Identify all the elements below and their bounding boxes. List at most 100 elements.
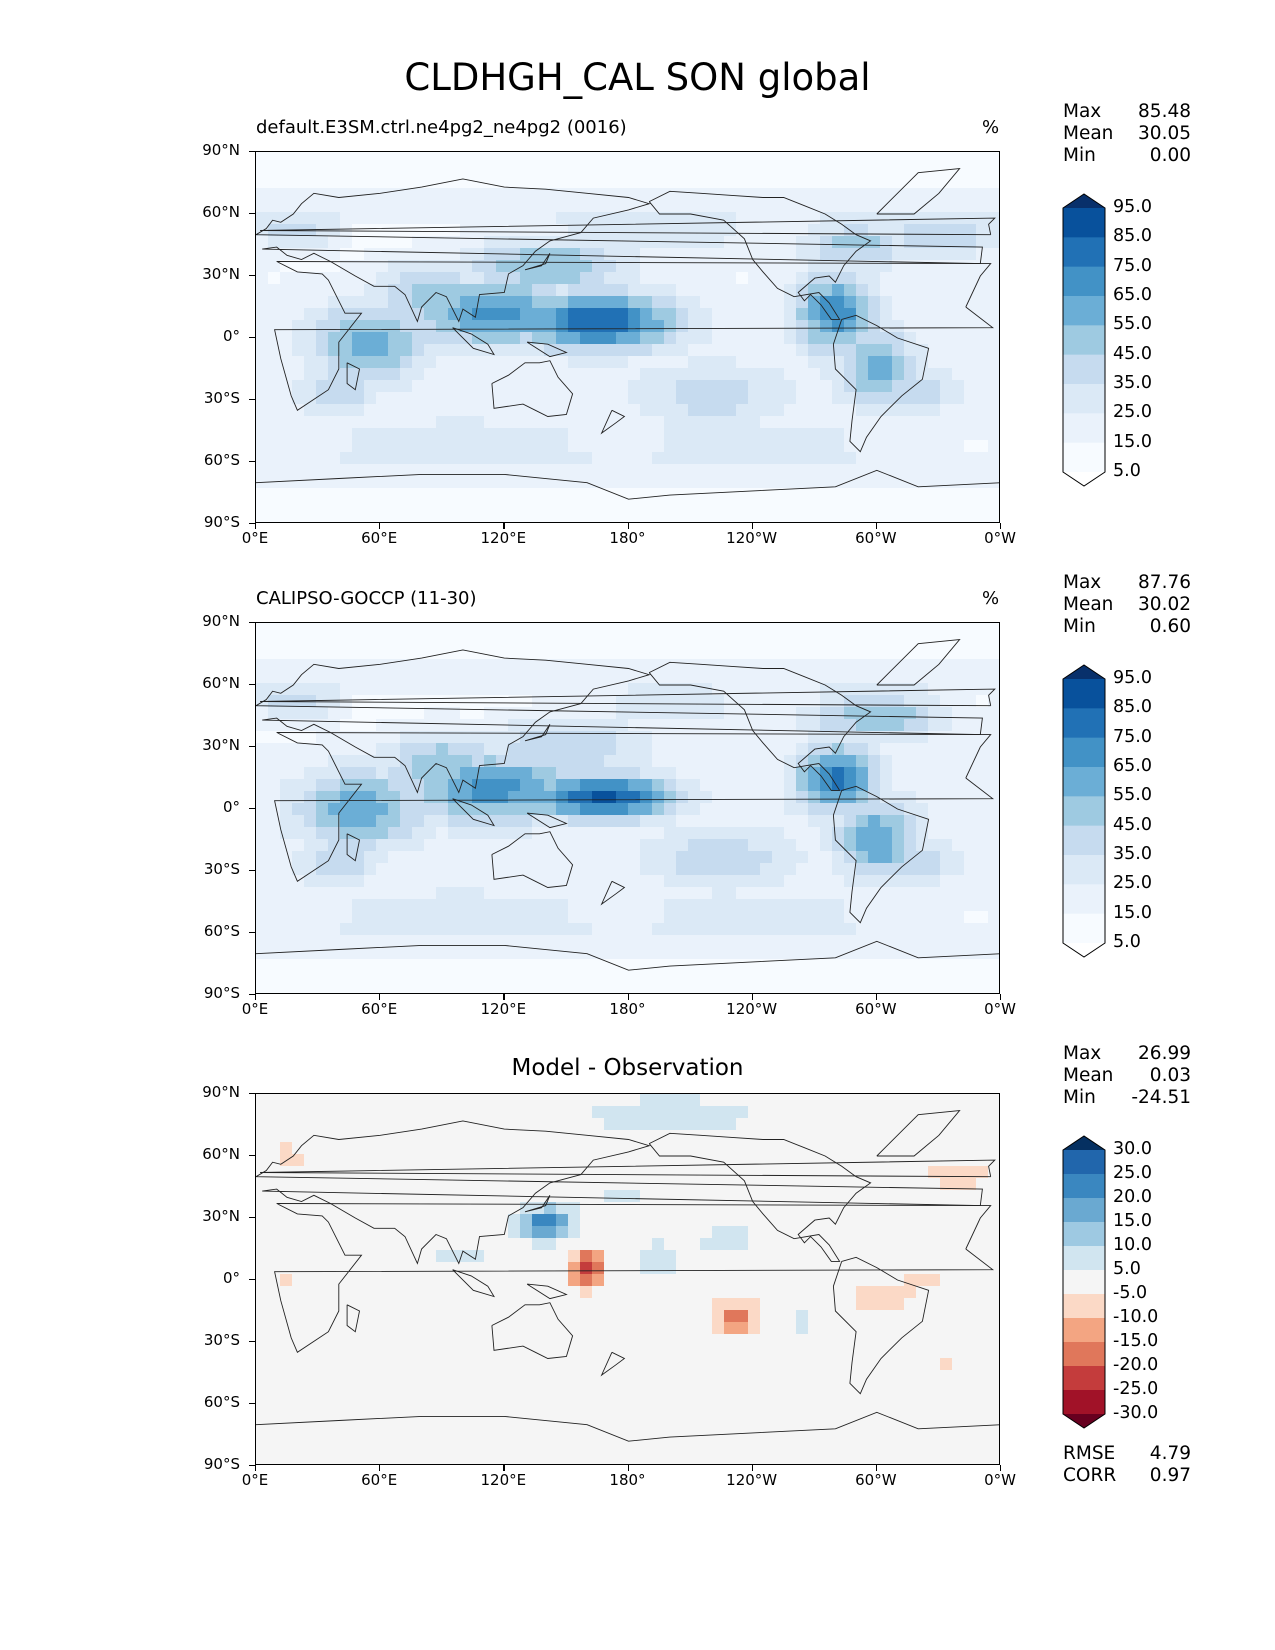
- field-cell: [676, 743, 689, 756]
- x-tick-mark: [1000, 523, 1002, 529]
- field-cell: [952, 320, 965, 333]
- field-cell: [268, 296, 281, 309]
- field-cell: [664, 779, 677, 792]
- field-cell: [664, 512, 677, 522]
- field-cell: [640, 839, 653, 852]
- field-cell: [352, 659, 365, 672]
- field-cell: [724, 248, 737, 261]
- field-cell: [880, 344, 893, 357]
- field-cell: [496, 500, 509, 513]
- field-cell: [364, 260, 377, 273]
- field-cell: [628, 647, 641, 660]
- field-cell: [748, 428, 761, 441]
- field-cell: [736, 899, 749, 912]
- field-cell: [364, 1250, 377, 1263]
- field-cell: [652, 200, 665, 213]
- field-cell: [544, 899, 557, 912]
- field-cell: [388, 500, 401, 513]
- field-cell: [400, 200, 413, 213]
- field-cell: [616, 731, 629, 744]
- field-cell: [628, 512, 641, 522]
- figure-title: CLDHGH_CAL SON global: [404, 56, 871, 99]
- field-cell: [376, 488, 389, 501]
- field-cell: [604, 1106, 617, 1119]
- field-cell: [268, 935, 281, 948]
- field-cell: [472, 500, 485, 513]
- field-cell: [532, 1154, 545, 1167]
- field-cell: [568, 1118, 581, 1131]
- field-cell: [484, 464, 497, 477]
- field-cell: [856, 731, 869, 744]
- field-cell: [304, 1382, 317, 1395]
- field-cell: [280, 1346, 293, 1359]
- field-cell: [424, 1418, 437, 1431]
- field-cell: [532, 308, 545, 321]
- field-cell: [772, 719, 785, 732]
- field-cell: [352, 1418, 365, 1431]
- field-cell: [832, 647, 845, 660]
- field-cell: [352, 1094, 365, 1107]
- field-cell: [376, 428, 389, 441]
- field-cell: [724, 320, 737, 333]
- field-cell: [352, 1226, 365, 1239]
- field-cell: [676, 176, 689, 189]
- field-cell: [388, 1394, 401, 1407]
- field-cell: [736, 440, 749, 453]
- field-cell: [412, 464, 425, 477]
- field-cell: [520, 1394, 533, 1407]
- field-cell: [820, 236, 833, 249]
- field-cell: [364, 635, 377, 648]
- field-cell: [724, 851, 737, 864]
- field-cell: [424, 380, 437, 393]
- field-cell: [568, 464, 581, 477]
- field-cell: [796, 923, 809, 936]
- field-cell: [532, 440, 545, 453]
- field-cell: [544, 1250, 557, 1263]
- field-cell: [724, 188, 737, 201]
- field-cell: [268, 1274, 281, 1287]
- field-cell: [832, 887, 845, 900]
- field-cell: [532, 791, 545, 804]
- field-cell: [940, 971, 953, 984]
- field-cell: [844, 164, 857, 177]
- field-cell: [484, 476, 497, 489]
- field-cell: [400, 1298, 413, 1311]
- field-cell: [592, 1310, 605, 1323]
- field-cell: [832, 827, 845, 840]
- field-cell: [352, 1454, 365, 1464]
- field-cell: [736, 236, 749, 249]
- field-cell: [496, 755, 509, 768]
- field-cell: [616, 404, 629, 417]
- field-cell: [760, 248, 773, 261]
- x-tick-label: 60°E: [361, 1000, 398, 1018]
- field-cell: [388, 380, 401, 393]
- field-cell: [424, 236, 437, 249]
- field-cell: [688, 404, 701, 417]
- field-cell: [328, 1298, 341, 1311]
- field-cell: [856, 320, 869, 333]
- y-tick-label: 60°S: [203, 451, 240, 469]
- field-cell: [676, 428, 689, 441]
- field-cell: [772, 284, 785, 297]
- field-cell: [328, 767, 341, 780]
- field-cell: [616, 260, 629, 273]
- field-cell: [796, 623, 809, 636]
- field-cell: [976, 152, 989, 165]
- field-cell: [772, 839, 785, 852]
- field-cell: [556, 659, 569, 672]
- field-cell: [844, 827, 857, 840]
- field-cell: [424, 1382, 437, 1395]
- field-cell: [808, 320, 821, 333]
- field-cell: [340, 1286, 353, 1299]
- field-cell: [340, 875, 353, 888]
- field-cell: [412, 188, 425, 201]
- min-value: 0.60: [1149, 616, 1191, 637]
- field-cell: [496, 452, 509, 465]
- field-cell: [712, 392, 725, 405]
- field-cell: [424, 224, 437, 237]
- field-cell: [928, 827, 941, 840]
- field-cell: [412, 875, 425, 888]
- field-cell: [376, 308, 389, 321]
- field-cell: [772, 488, 785, 501]
- field-cell: [700, 803, 713, 816]
